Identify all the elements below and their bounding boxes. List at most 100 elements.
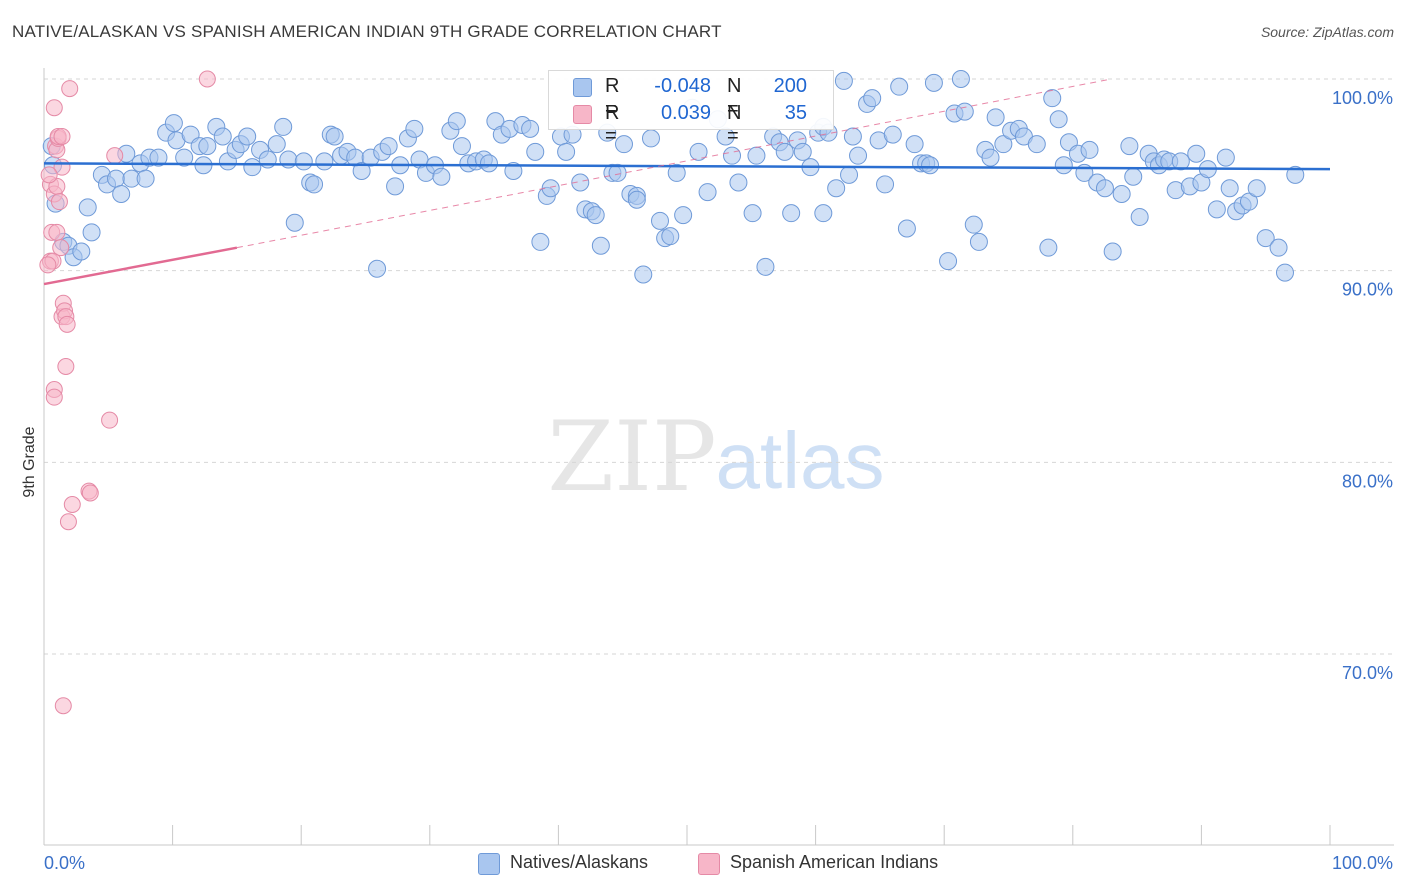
r-label: R = (605, 75, 620, 120)
data-point-natives (840, 165, 859, 184)
series-spanish-american-indians (39, 70, 216, 715)
n-value: 35 (784, 102, 807, 124)
data-point-natives (386, 177, 405, 196)
data-point-natives (955, 102, 974, 121)
data-point-natives (1039, 238, 1058, 257)
data-point-natives (921, 156, 940, 175)
trend-lines (43, 78, 1331, 286)
source-note: Source: ZipAtlas.com (1260, 24, 1394, 40)
data-point-natives (305, 175, 324, 194)
data-point-natives (634, 265, 653, 284)
data-point-natives (969, 232, 988, 251)
trend-line-spanish-extension (236, 78, 1112, 249)
data-point-natives (1220, 179, 1239, 198)
data-point-natives (1130, 208, 1149, 226)
data-point-natives (1095, 179, 1114, 198)
data-point-natives (863, 89, 882, 108)
data-point-natives (614, 135, 633, 154)
data-point-natives (136, 169, 155, 188)
data-point-natives (504, 162, 523, 180)
data-point-natives (586, 206, 605, 225)
data-point-natives (661, 227, 680, 246)
data-point-natives (1112, 185, 1131, 203)
data-point-natives (723, 146, 742, 165)
data-point-natives (432, 167, 451, 186)
data-point-natives (964, 215, 983, 234)
watermark: ZIP atlas (547, 401, 884, 513)
data-point-natives (1286, 165, 1305, 184)
r-value: 0.039 (660, 102, 711, 124)
data-point-natives (379, 137, 398, 156)
data-point-natives (107, 169, 126, 188)
data-point-spanish (59, 513, 77, 531)
n-value: 200 (773, 75, 807, 97)
data-point-natives (72, 242, 91, 261)
data-point-spanish (52, 239, 70, 257)
data-point-natives (82, 223, 101, 242)
axes (43, 68, 1394, 846)
data-point-natives (1054, 156, 1073, 175)
data-point-natives (541, 179, 560, 198)
data-point-natives (849, 146, 868, 165)
data-point-natives (793, 142, 812, 161)
data-point-natives (627, 190, 646, 209)
data-point-natives (526, 142, 545, 161)
data-point-natives (149, 148, 168, 167)
data-point-natives (1256, 229, 1275, 248)
stats-swatch-pink (573, 105, 592, 124)
data-point-natives (641, 129, 660, 148)
data-point-natives (267, 135, 286, 154)
data-point-spanish (54, 697, 72, 715)
data-point-natives (164, 114, 183, 133)
n-label: N = (727, 75, 742, 120)
data-point-natives (352, 162, 371, 180)
data-point-natives (1120, 137, 1139, 156)
data-point-natives (650, 211, 669, 230)
watermark-atlas: atlas (716, 416, 885, 505)
data-point-natives (924, 73, 943, 92)
data-point-natives (729, 173, 748, 192)
data-point-natives (1239, 192, 1258, 211)
data-point-natives (1269, 238, 1288, 257)
data-point-natives (939, 252, 958, 271)
data-point-natives (981, 148, 1000, 167)
data-point-natives (315, 152, 334, 171)
trend-line-spanish (43, 246, 238, 286)
axis-labels: 100.0% 90.0% 80.0% 70.0% 0.0% 100.0% 9th Grade (21, 88, 1393, 873)
data-point-natives (1247, 179, 1266, 198)
data-point-natives (1080, 140, 1099, 159)
data-point-natives (986, 108, 1005, 127)
data-point-natives (814, 204, 833, 223)
data-point-natives (557, 142, 576, 161)
data-point-natives (1043, 89, 1062, 108)
data-point-spanish (53, 128, 71, 145)
data-point-natives (667, 163, 686, 182)
data-point-spanish (45, 388, 63, 406)
data-point-natives (743, 204, 762, 223)
data-point-natives (674, 206, 693, 225)
data-point-natives (238, 127, 257, 146)
x-tick-label-right: 100.0% (1332, 853, 1393, 873)
data-point-natives (325, 127, 344, 146)
data-point-natives (112, 185, 131, 203)
data-point-spanish (40, 166, 58, 184)
data-point-natives (243, 158, 262, 177)
trend-line-natives (43, 162, 1331, 171)
data-point-natives (905, 135, 924, 154)
data-point-natives (994, 135, 1013, 154)
data-point-natives (531, 232, 550, 251)
data-point-natives (213, 127, 232, 146)
data-point-spanish (63, 496, 81, 513)
data-point-natives (1027, 135, 1046, 154)
data-point-natives (698, 183, 717, 202)
data-point-spanish (57, 358, 75, 375)
r-value: -0.048 (654, 75, 711, 97)
data-point-natives (876, 175, 895, 194)
correlation-stats-box: R = -0.048 N = 200 R = 0.039 N = 35 (548, 70, 834, 147)
data-point-natives (1103, 242, 1122, 261)
data-point-spanish (61, 80, 79, 98)
data-point-natives (78, 198, 97, 217)
data-point-spanish (48, 223, 66, 241)
data-point-natives (591, 236, 610, 255)
